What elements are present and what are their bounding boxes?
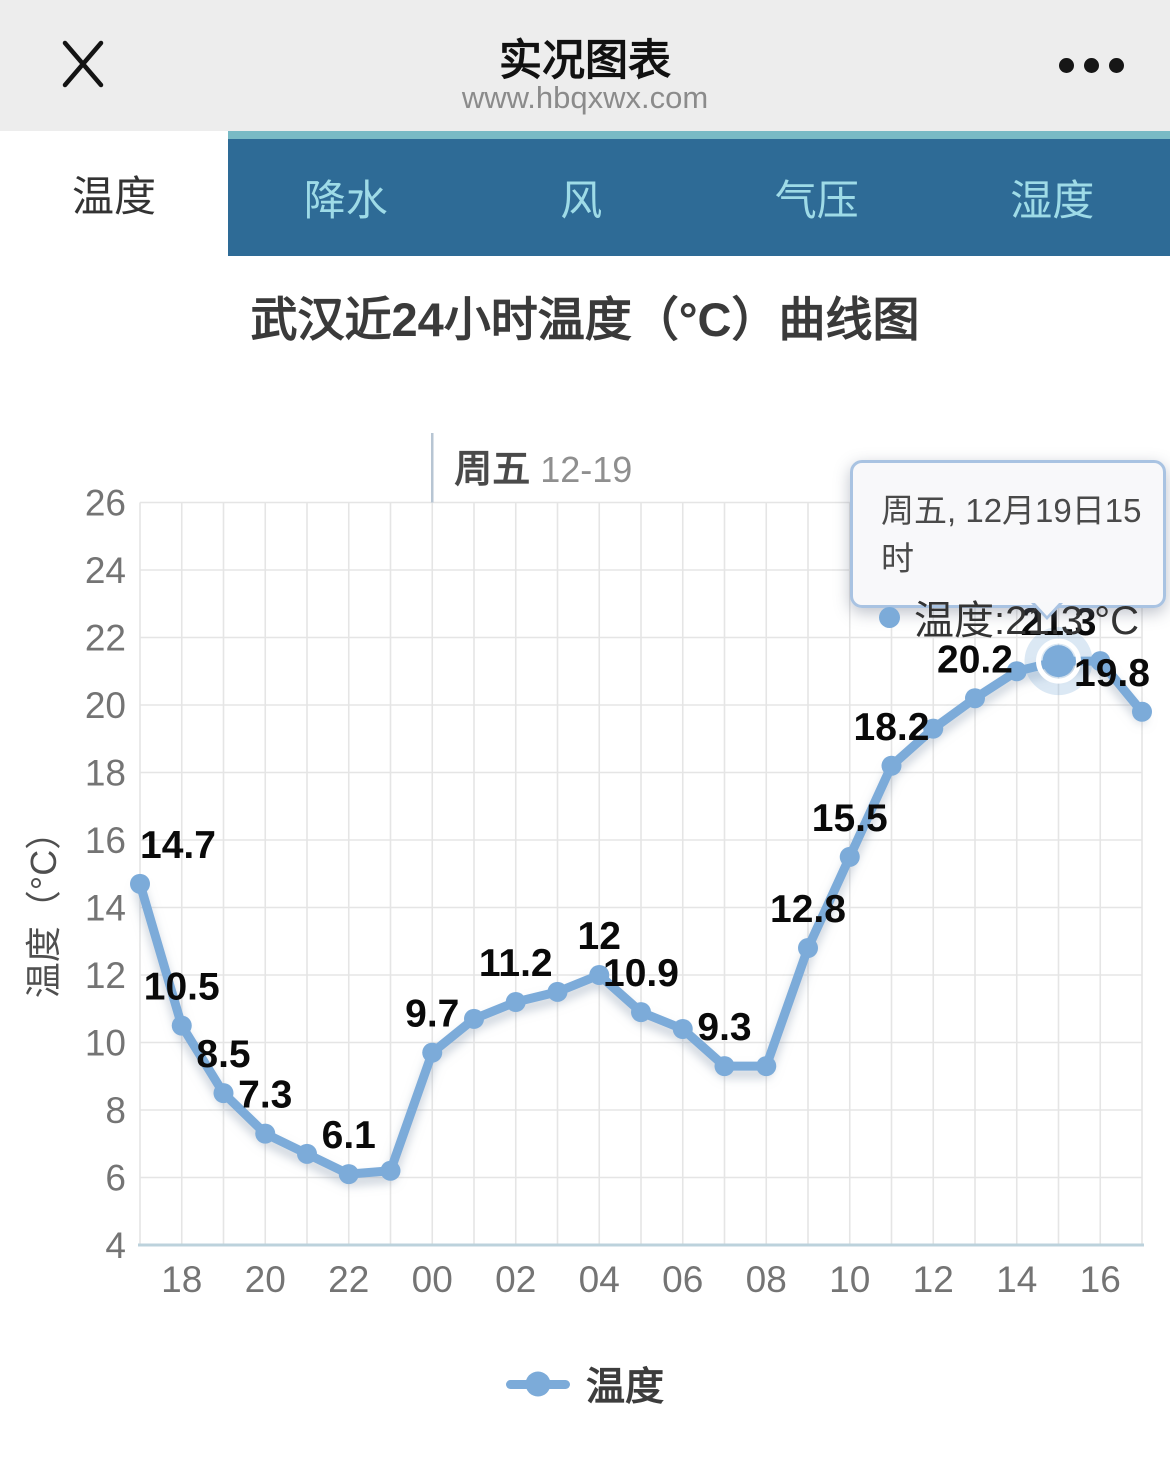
- point-label: 20.2: [937, 638, 1013, 681]
- highlight-dot[interactable]: [1042, 645, 1075, 678]
- legend-line-marker-icon: [505, 1371, 570, 1397]
- data-point[interactable]: [547, 981, 568, 1002]
- page-title: 实况图表: [499, 37, 671, 85]
- y-tick-label: 20: [85, 685, 126, 726]
- point-label: 19.8: [1074, 652, 1150, 695]
- highlighted-point[interactable]: [1024, 627, 1093, 696]
- point-label: 7.3: [238, 1074, 292, 1117]
- data-point[interactable]: [714, 1056, 735, 1077]
- y-tick-label: 16: [85, 820, 126, 861]
- series-marker-icon: [879, 606, 900, 628]
- data-point[interactable]: [1132, 701, 1152, 722]
- tooltip-value: 温度:21.3 °C: [914, 599, 1139, 643]
- point-label: 8.5: [196, 1033, 250, 1076]
- data-point[interactable]: [798, 938, 818, 958]
- day-marker: 周五 12-19: [431, 433, 632, 503]
- point-label: 10.9: [603, 952, 679, 995]
- page-url: www.hbqxwx.com: [461, 80, 709, 115]
- x-tick-label: 14: [996, 1259, 1037, 1300]
- close-icon[interactable]: [58, 38, 108, 90]
- tab-wind[interactable]: 风: [560, 177, 603, 224]
- day-marker-date: 12-19: [540, 449, 632, 490]
- x-tick-label: 12: [913, 1259, 954, 1300]
- data-point[interactable]: [338, 1164, 359, 1185]
- data-point[interactable]: [923, 718, 944, 739]
- point-label: 10.5: [144, 966, 220, 1009]
- data-point[interactable]: [297, 1143, 317, 1164]
- x-tick-label: 00: [412, 1259, 453, 1300]
- x-tick-label: 10: [829, 1259, 870, 1300]
- x-tick-label: 06: [662, 1259, 703, 1300]
- x-tick-label: 08: [746, 1259, 787, 1300]
- point-label: 18.2: [854, 706, 930, 749]
- x-axis-ticks: 18 20 22 00 02 04 06 08 10 12 14 16: [161, 1259, 1121, 1300]
- data-point[interactable]: [881, 755, 902, 776]
- y-tick-label: 10: [85, 1023, 126, 1064]
- x-tick-label: 18: [161, 1259, 202, 1300]
- highlight-ring: [1036, 638, 1081, 684]
- data-point[interactable]: [130, 873, 150, 894]
- data-point[interactable]: [631, 1002, 651, 1023]
- data-point[interactable]: [213, 1083, 234, 1104]
- y-tick-label: 24: [85, 550, 126, 591]
- tab-pressure[interactable]: 气压: [774, 177, 859, 224]
- chart-tooltip: 周五, 12月19日15时 温度:21.3 °C: [850, 460, 1166, 643]
- data-point[interactable]: [505, 992, 526, 1012]
- point-label: 6.1: [322, 1114, 376, 1157]
- y-axis-ticks: 4 6 8 10 12 14 16 18 20 22 24 26: [85, 483, 126, 1267]
- data-point[interactable]: [589, 965, 610, 985]
- tab-group: 降水 风 气压 湿度: [228, 139, 1170, 256]
- tab-temperature[interactable]: 温度: [0, 131, 228, 256]
- data-point[interactable]: [422, 1042, 443, 1063]
- point-label: 12: [578, 915, 621, 958]
- x-tick-label: 16: [1080, 1259, 1121, 1300]
- day-marker-weekday: 周五: [454, 449, 530, 491]
- legend-item-temperature[interactable]: 温度: [0, 1356, 1170, 1412]
- data-point[interactable]: [756, 1056, 777, 1077]
- x-tick-label: 02: [495, 1259, 536, 1300]
- y-tick-label: 18: [85, 753, 126, 794]
- point-label: 12.8: [770, 888, 846, 931]
- chart-title: 武汉近24小时温度（°C）曲线图: [250, 293, 920, 346]
- tooltip-value-row: 温度:21.3 °C: [879, 588, 1163, 646]
- point-label: 11.2: [479, 942, 553, 985]
- data-points: [130, 651, 1152, 1185]
- tab-precipitation[interactable]: 降水: [303, 177, 388, 224]
- point-label: 14.7: [140, 824, 216, 867]
- x-tick-label: 20: [245, 1259, 286, 1300]
- tab-humidity[interactable]: 湿度: [1010, 177, 1095, 224]
- menu-ellipsis-icon[interactable]: [1059, 58, 1124, 73]
- point-label: 9.7: [405, 993, 459, 1036]
- y-tick-label: 26: [85, 483, 126, 524]
- data-point[interactable]: [1090, 651, 1111, 672]
- point-label: 9.3: [697, 1006, 751, 1049]
- tab-bar-accent-strip: [228, 131, 1170, 139]
- data-point[interactable]: [255, 1123, 276, 1144]
- browser-header: 实况图表 www.hbqxwx.com: [0, 0, 1170, 131]
- data-point[interactable]: [1006, 661, 1027, 682]
- y-tick-label: 4: [105, 1225, 126, 1266]
- data-point[interactable]: [380, 1160, 401, 1181]
- y-axis-name: 温度（°C）: [23, 814, 64, 998]
- data-point[interactable]: [171, 1015, 192, 1036]
- x-tick-label: 22: [328, 1259, 369, 1300]
- data-point[interactable]: [464, 1008, 484, 1029]
- data-point[interactable]: [965, 688, 985, 709]
- x-tick-label: 04: [579, 1259, 620, 1300]
- y-tick-label: 14: [85, 888, 126, 929]
- y-tick-label: 6: [105, 1158, 126, 1199]
- y-tick-label: 12: [85, 955, 126, 996]
- data-point[interactable]: [672, 1019, 693, 1039]
- tab-bar: 温度 降水 风 气压 湿度: [0, 131, 1170, 256]
- legend-label: 温度: [585, 1366, 664, 1409]
- data-point[interactable]: [839, 846, 860, 867]
- tooltip-date: 周五, 12月19日15时: [881, 492, 1142, 577]
- y-tick-label: 8: [105, 1090, 126, 1131]
- point-label: 15.5: [812, 797, 888, 840]
- y-tick-label: 22: [85, 618, 126, 659]
